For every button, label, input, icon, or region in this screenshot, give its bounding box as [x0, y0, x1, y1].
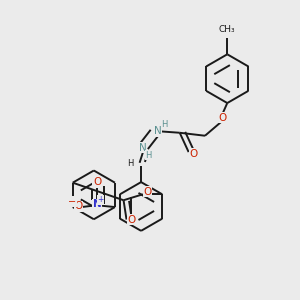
Text: N: N: [93, 200, 101, 209]
Text: H: H: [127, 159, 134, 168]
Text: H: H: [161, 120, 167, 129]
Text: O: O: [219, 113, 227, 123]
Text: O: O: [127, 214, 135, 224]
Text: O: O: [75, 201, 83, 211]
Text: N: N: [139, 142, 146, 153]
Text: H: H: [145, 151, 152, 160]
Text: O: O: [190, 148, 198, 159]
Text: O: O: [93, 177, 101, 188]
Text: +: +: [98, 195, 104, 204]
Text: CH₃: CH₃: [219, 25, 236, 34]
Text: O: O: [143, 187, 152, 197]
Text: N: N: [154, 126, 161, 136]
Text: −: −: [68, 197, 76, 207]
